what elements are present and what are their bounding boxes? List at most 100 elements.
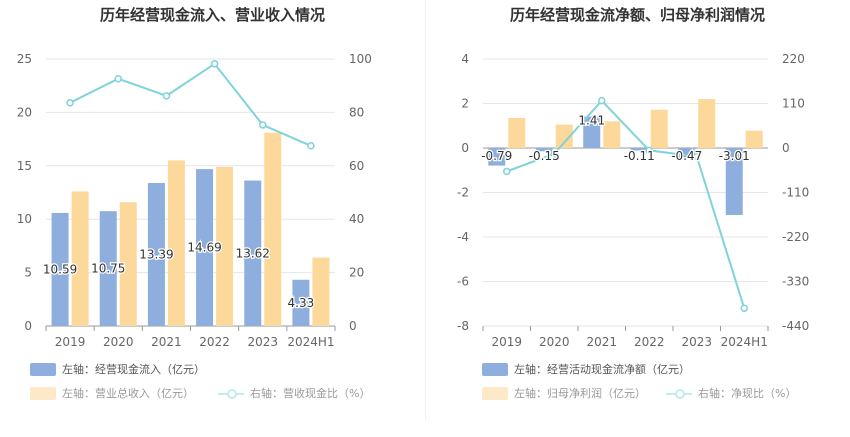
legend-swatch-icon (30, 386, 56, 400)
line-point (740, 304, 748, 312)
bar-secondary (312, 257, 330, 326)
legend-label: 右轴：营收现金比（%） (250, 387, 371, 400)
chart-svg-netcash-profit: -8 -6 -4 -2 0 2 4 -440 -330 -220 -110 0 110 220 2019 20… (457, 52, 809, 349)
bar-secondary (745, 130, 763, 148)
x-tick-label: 2021 (586, 335, 617, 349)
line-point (307, 142, 315, 150)
legend-item-net-profit[interactable]: 左轴：归母净利润（亿元） (482, 385, 646, 401)
legend-label: 左轴：经营活动现金流净额（亿元） (514, 363, 690, 376)
y-left-tick-label: 25 (17, 52, 32, 66)
line-point (645, 146, 653, 155)
bar-primary (678, 148, 696, 159)
data-label: 13.62 (236, 246, 270, 260)
y-right-tick-label: -110 (782, 186, 809, 200)
y-right-tick-label: 0 (782, 141, 790, 155)
legend-item-revenue[interactable]: 左轴：营业总收入（亿元） (30, 385, 194, 401)
line-point (550, 149, 558, 158)
x-tick-label: 2023 (247, 335, 278, 349)
y-left-tick-label: -6 (457, 275, 469, 289)
bar-secondary (603, 121, 621, 148)
y-right-tick-label: 220 (782, 52, 805, 66)
legend-label: 左轴：归母净利润（亿元） (514, 387, 646, 400)
x-tick-label: 2020 (539, 335, 570, 349)
legend-swatch-icon (30, 362, 56, 376)
bar-secondary (508, 117, 526, 148)
bar-primary (51, 212, 69, 326)
series-line (506, 99, 746, 309)
y-right-tick-label: 60 (349, 159, 364, 173)
data-label: -0.15 (529, 149, 560, 163)
y-left-tick-label: 4 (461, 52, 469, 66)
bar-primary (147, 182, 165, 326)
legend-item-inflow[interactable]: 左轴：经营现金流入（亿元） (30, 361, 205, 377)
chart-panel-netcash-profit: 历年经营现金流净额、归母净利润情况 -8 -6 -4 -2 0 2 4 -440 -330 -22… (425, 0, 850, 437)
y-left-tick-label: 5 (24, 266, 32, 280)
x-tick-label: 2024H1 (287, 335, 334, 349)
data-label: 1.41 (578, 114, 605, 128)
y-right-tick-label: 20 (349, 266, 364, 280)
y-left-tick-label: -2 (457, 186, 469, 200)
x-tick-label: 2019 (55, 335, 86, 349)
y-left-tick-label: 0 (461, 141, 469, 155)
y-right-tick-label: 40 (349, 212, 364, 226)
line-point (210, 60, 219, 68)
bar-primary (99, 211, 117, 326)
data-label: 4.33 (288, 296, 315, 310)
legend-label: 右轴：净现比（%） (698, 387, 797, 400)
bar-primary (196, 169, 214, 326)
chart-title: 历年经营现金流入、营业收入情况 (99, 6, 325, 24)
legend-item-ratio[interactable]: 右轴：营收现金比（%） (218, 385, 370, 401)
x-tick-label: 2020 (103, 335, 134, 349)
line-point (503, 167, 511, 176)
legend-item-net-cash[interactable]: 左轴：经营活动现金流净额（亿元） (482, 361, 690, 377)
bar-primary (488, 148, 506, 166)
x-tick-label: 2022 (634, 335, 665, 349)
legend-item-net-cash-ratio[interactable]: 右轴：净现比（%） (666, 385, 796, 401)
y-right-tick-label: -440 (782, 319, 809, 333)
line-point (598, 96, 606, 105)
bar-secondary (216, 166, 234, 326)
bar-secondary (555, 124, 573, 148)
bar-primary (244, 180, 262, 326)
x-tick-label: 2021 (151, 335, 182, 349)
bar-secondary (264, 132, 282, 326)
data-label: -0.11 (624, 149, 655, 163)
bar-primary (292, 279, 310, 326)
bar-primary (630, 148, 648, 151)
bar-secondary (71, 191, 89, 326)
y-left-tick-label: 10 (17, 212, 32, 226)
legend-line-circle-icon (666, 387, 692, 400)
legend-line-circle-icon (218, 387, 244, 400)
y-right-tick-label: 80 (349, 105, 364, 119)
data-label: -3.01 (719, 149, 750, 163)
x-tick-label: 2022 (199, 335, 230, 349)
data-label: -0.47 (671, 149, 702, 163)
y-left-tick-label: -4 (457, 230, 469, 244)
data-label: 10.75 (91, 262, 125, 276)
y-left-tick-label: 0 (24, 319, 32, 333)
line-point (693, 152, 701, 161)
data-label: 14.69 (187, 241, 221, 255)
data-label: 13.39 (139, 247, 173, 261)
chart-panel-cashflow-revenue: 历年经营现金流入、营业收入情况 0 5 10 15 20 25 0 20 40 60 80 100 20… (17, 6, 372, 401)
x-tick-label: 2024H1 (721, 335, 768, 349)
line-point (259, 121, 267, 129)
y-left-tick-label: 2 (461, 97, 469, 111)
chart-svg-cashflow-revenue: 0 5 10 15 20 25 0 20 40 60 80 100 2019 2020 2021 2022 20… (17, 52, 372, 349)
y-right-tick-label: 0 (349, 319, 357, 333)
y-right-tick-label: 110 (782, 97, 805, 111)
bar-primary (535, 148, 553, 152)
legend-label: 左轴：营业总收入（亿元） (62, 387, 194, 400)
bar-primary (583, 116, 601, 148)
line-point (162, 92, 171, 100)
x-tick-label: 2019 (491, 335, 522, 349)
y-right-tick-label: 100 (349, 52, 372, 66)
bar-secondary (698, 99, 716, 148)
bar-secondary (167, 160, 185, 326)
line-point (66, 99, 74, 107)
line-point (114, 75, 122, 83)
series-line (69, 62, 312, 147)
legend-swatch-icon (482, 362, 508, 376)
bar-secondary (119, 202, 137, 326)
bar-secondary (650, 109, 668, 148)
